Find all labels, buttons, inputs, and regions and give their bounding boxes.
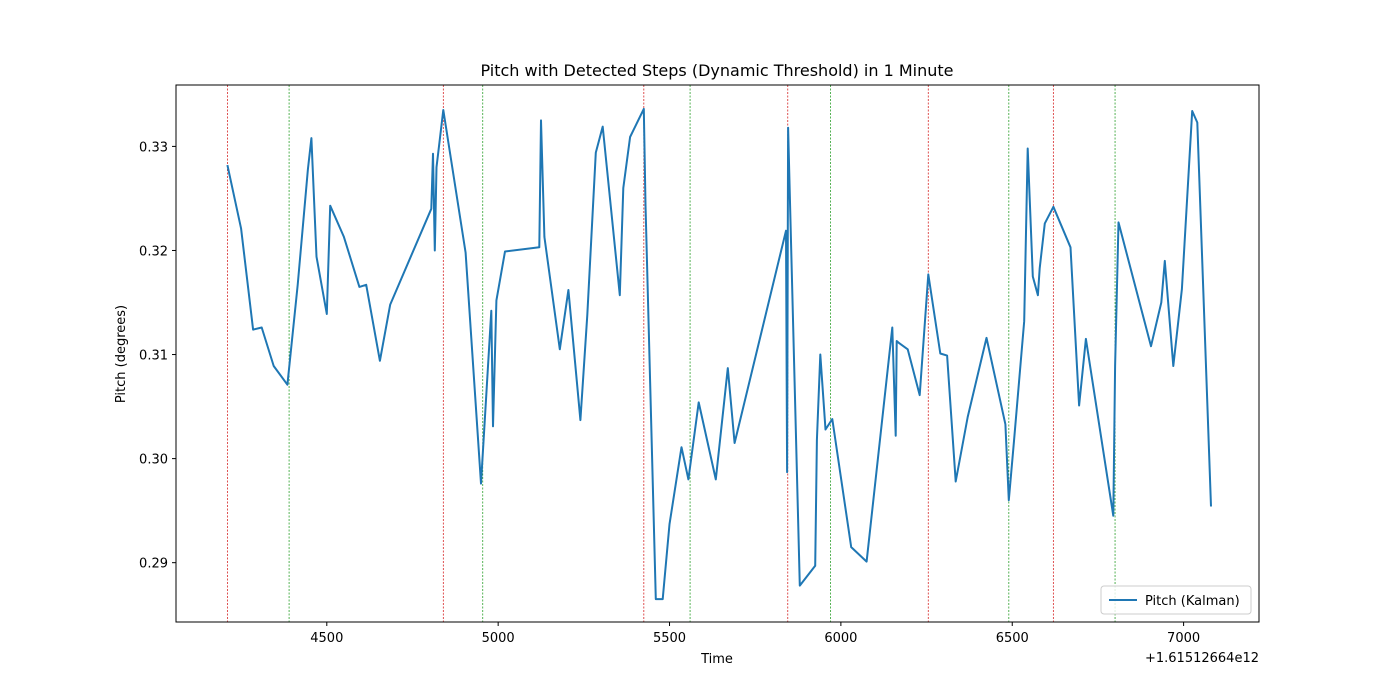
x-tick-label: 5500 (653, 631, 686, 646)
y-axis-label: Pitch (degrees) (114, 305, 129, 403)
x-tick-label: 7000 (1167, 631, 1200, 646)
plot-area: 4500 5000 5500 6000 6500 7000 0.29 0.30 0.31 0.32… (139, 84, 1260, 646)
y-tick-label: 0.29 (139, 557, 168, 572)
y-tick-label: 0.33 (139, 140, 168, 155)
series-line-pitch-kalman (226, 107, 1212, 601)
x-tick-label: 5000 (482, 631, 515, 646)
legend-entry-label: Pitch (Kalman) (1145, 594, 1240, 609)
legend: Pitch (Kalman) (1100, 585, 1252, 615)
x-tick-label: 6000 (824, 631, 857, 646)
chart-title: Pitch with Detected Steps (Dynamic Thres… (480, 61, 953, 80)
x-tick-label: 4500 (310, 631, 343, 646)
x-tick-label: 6500 (996, 631, 1029, 646)
x-axis-offset-label: +1.61512664e12 (1145, 651, 1259, 666)
axes-frame (175, 84, 1260, 623)
y-tick-label: 0.30 (139, 453, 168, 468)
y-tick-label: 0.31 (139, 349, 168, 364)
y-tick-label: 0.32 (139, 244, 168, 259)
x-axis-label: Time (700, 652, 733, 667)
legend-box (1100, 585, 1252, 615)
